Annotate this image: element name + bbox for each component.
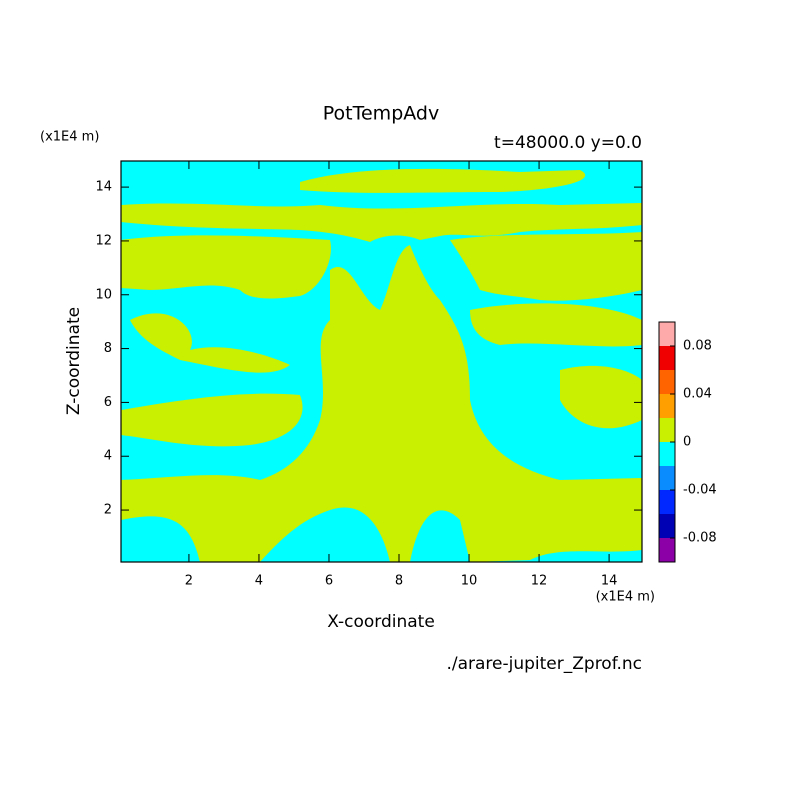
colorbar-box <box>659 538 675 562</box>
contour-region <box>470 303 642 347</box>
x-tick-label: 6 <box>325 574 333 589</box>
contour-region <box>121 235 331 299</box>
contour-region <box>121 245 642 562</box>
colorbar-box <box>659 322 675 346</box>
colorbar-box <box>659 490 675 514</box>
contour-field <box>121 161 642 562</box>
colorbar-label: 0.08 <box>683 339 712 354</box>
y-tick-label: 6 <box>104 395 112 410</box>
x-unit: (x1E4 m) <box>596 590 655 605</box>
colorbar-label: 0.04 <box>683 387 712 402</box>
contour-region <box>560 365 642 429</box>
x-tick-label: 4 <box>255 574 263 589</box>
y-tick-label: 14 <box>95 180 112 195</box>
y-unit: (x1E4 m) <box>40 130 99 145</box>
y-tick-label: 4 <box>104 449 112 464</box>
contour-region <box>121 203 642 242</box>
contour-region <box>300 168 586 193</box>
colorbar-box <box>659 442 675 466</box>
plot-frame <box>120 160 643 563</box>
chart-title: PotTempAdv <box>323 103 439 125</box>
y-axis-label: Z-coordinate <box>64 307 84 415</box>
contour-region <box>450 232 642 301</box>
colorbar-box <box>659 514 675 538</box>
colorbar-box <box>659 370 675 394</box>
source-file: ./arare-jupiter_Zprof.nc <box>446 654 642 674</box>
y-tick-label: 8 <box>104 341 112 356</box>
colorbar: -0.08 -0.04 0 0.04 0.08 <box>658 321 717 563</box>
colorbar-box <box>659 346 675 370</box>
y-tick-label: 12 <box>95 233 112 248</box>
x-tick-label: 2 <box>185 574 193 589</box>
x-tick-label: 14 <box>601 574 618 589</box>
colorbar-box <box>659 418 675 442</box>
colorbar-label: -0.04 <box>683 483 717 498</box>
y-tick-label: 2 <box>104 503 112 518</box>
x-tick-label: 12 <box>531 574 548 589</box>
contour-positive <box>121 168 642 562</box>
colorbar-box <box>659 394 675 418</box>
y-tick-label: 10 <box>95 287 112 302</box>
x-axis-label: X-coordinate <box>327 612 435 632</box>
colorbar-label: -0.08 <box>683 531 717 546</box>
colorbar-label: 0 <box>683 435 691 450</box>
x-tick-label: 8 <box>395 574 403 589</box>
colorbar-box <box>659 466 675 490</box>
x-tick-label: 10 <box>461 574 478 589</box>
chart-subtitle: t=48000.0 y=0.0 <box>494 133 642 153</box>
contour-region <box>130 313 290 373</box>
contour-region <box>121 393 303 447</box>
